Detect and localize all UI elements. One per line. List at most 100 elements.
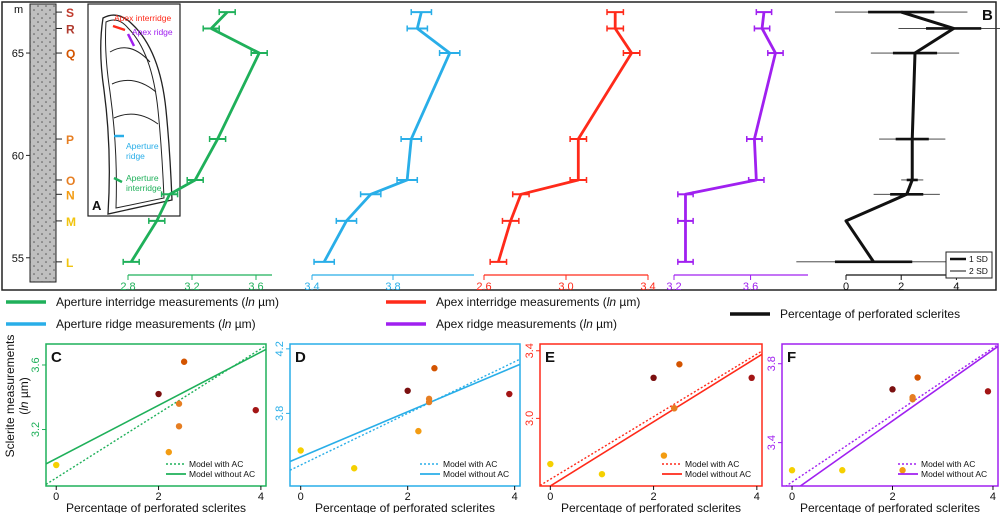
strat-column: m 55 60 65 SRQ P ONM L [12,3,76,283]
scatter-ylabel-italic: ln [17,401,31,411]
legend-label-unit: µm) [593,317,617,331]
profile-x-tick-label: 0 [843,281,849,293]
profile-2: 2.6 3.0 3.4 [476,9,656,293]
measurement-profiles: 2.8 3.2 3.6 3.4 3.8 2.6 3.0 3.4 3.2 3.6 0 2 4 [120,9,1000,293]
scatter-point [984,388,992,395]
legend-label-text: Apex interridge measurements ( [436,295,607,309]
scatter-point [297,447,304,454]
scatter-point [415,427,422,435]
profile-series-line [322,11,452,263]
scatter-y-tick-label: 3.0 [524,411,536,426]
scatter-point [175,400,183,407]
apex-interridge-marker [112,24,126,32]
scatter-point [650,374,657,382]
strat-unit-label: m [14,4,23,16]
strat-bed-labels: SRQ P ONM L [56,6,76,270]
scatter-frame [289,343,521,487]
profile-x-tick-label: 3.2 [184,281,199,293]
sd-legend-box [945,251,993,279]
legend-label: Apex ridge measurements (ln µm) [436,317,617,331]
aperture-ridge-label: Aperture ridge [126,141,161,161]
profile-1: 3.4 3.8 [304,9,474,293]
scatter-legend-label: Model without AC [921,469,987,479]
strat-bed-label: N [66,188,75,202]
scatter-x-tick-label: 2 [405,491,411,503]
profile-series-line [684,11,777,262]
scatter-y-tick-label: 3.8 [274,406,286,421]
scatter-point [547,460,554,468]
profile-x-tick-label: 3.8 [385,281,400,293]
scatter-panel-D: D 0 2 4 3.8 4.2 Percentage of perforated scler… [274,341,521,513]
scatter-ylabel-line1: Sclerite measurements [3,335,17,458]
scatter-point [909,394,916,401]
fit-line-without-ac [548,353,762,486]
legend-label-unit: µm) [231,317,255,331]
panel-a-sketch: A Apex interridge Apex ridge Aperture ri… [87,3,181,217]
scatter-point [165,448,172,456]
profile-x-tick-label: 3.2 [666,281,681,293]
profile-x-tick-label: 3.6 [743,281,758,293]
scatter-point [671,405,678,412]
strat-tick-label: 55 [12,253,24,265]
scatter-x-tick-label: 2 [155,491,161,503]
scatter-point [676,361,683,368]
panel-label-a: A [92,198,102,213]
scatter-panel-F: F 0 2 4 3.4 3.8 Percentage of perforated scler… [766,343,999,513]
apex-ridge-label: Apex ridge [132,27,173,37]
legend-label: Aperture interridge measurements (ln µm) [56,295,279,309]
profile-series-line [497,12,633,263]
sd-legend: 1 SD 2 SD [945,251,993,279]
scatter-frame [539,343,763,487]
profile-x-tick-label: 3.0 [558,281,573,293]
strat-bed-label: L [66,256,73,270]
scatter-x-tick-label: 4 [754,491,760,503]
scatter-ylabel-post: µm) [17,377,31,401]
profile-x-tick-label: 3.4 [304,281,319,293]
sclerite-ridge-1 [109,47,151,63]
sd1-label: 1 SD [969,254,988,264]
scatter-x-label: Percentage of perforated sclerites [800,501,980,513]
strat-bed-label: R [66,22,75,36]
sclerite-ridge-3 [113,113,159,125]
profile-0: 2.8 3.2 3.6 [120,9,272,293]
scatter-panel-label: D [295,349,306,366]
legend-label: Apex interridge measurements (ln µm) [436,295,640,309]
scatter-point [350,465,358,472]
scatter-point [404,387,411,394]
strat-bed-label: Q [66,47,75,61]
strat-tick-label: 65 [12,48,24,60]
scatter-legend-label: Model with AC [921,459,975,469]
scatter-x-tick-label: 0 [789,491,795,503]
profile-x-tick-label: 2 [898,281,904,293]
aperture-interridge-label-line: Aperture [126,173,159,183]
aperture-interridge-marker [113,176,123,184]
profile-series-line [130,11,261,263]
scatter-point [914,374,921,381]
scatter-frame [781,343,999,487]
profile-3: 3.2 3.6 [666,9,808,293]
panel-label-b: B [982,7,993,24]
legend-label-italic: ln [245,295,255,309]
legend-label-text: Apex ridge measurements ( [436,317,583,331]
fit-line-with-ac [540,350,762,486]
scatter-panel-E: E 0 2 4 3.0 3.4 Percentage of perforated scler… [524,343,763,513]
scatter-point [104,488,110,494]
scatter-point [839,467,846,474]
main-legend: Aperture interridge measurements (ln µm)… [6,295,960,331]
legend-label-italic: ln [607,295,617,309]
scatter-point [598,470,606,478]
scatter-plot-area [540,350,762,486]
fit-line-without-ac [46,348,266,465]
aperture-interridge-label-line: interridge [126,183,162,193]
profile-x-tick-label: 2.8 [120,281,135,293]
scatter-point [660,452,668,459]
sclerite-inner-outline [105,19,165,209]
strat-bed-label: O [66,174,75,188]
profile-x-tick-label: 4 [953,281,959,293]
apex-interridge-label: Apex interridge [114,13,171,23]
scatter-point [748,374,755,382]
aperture-ridge-label-line: ridge [126,151,145,161]
scatter-panel-label: F [787,349,796,366]
profile-4: 0 2 4 [796,10,1000,293]
